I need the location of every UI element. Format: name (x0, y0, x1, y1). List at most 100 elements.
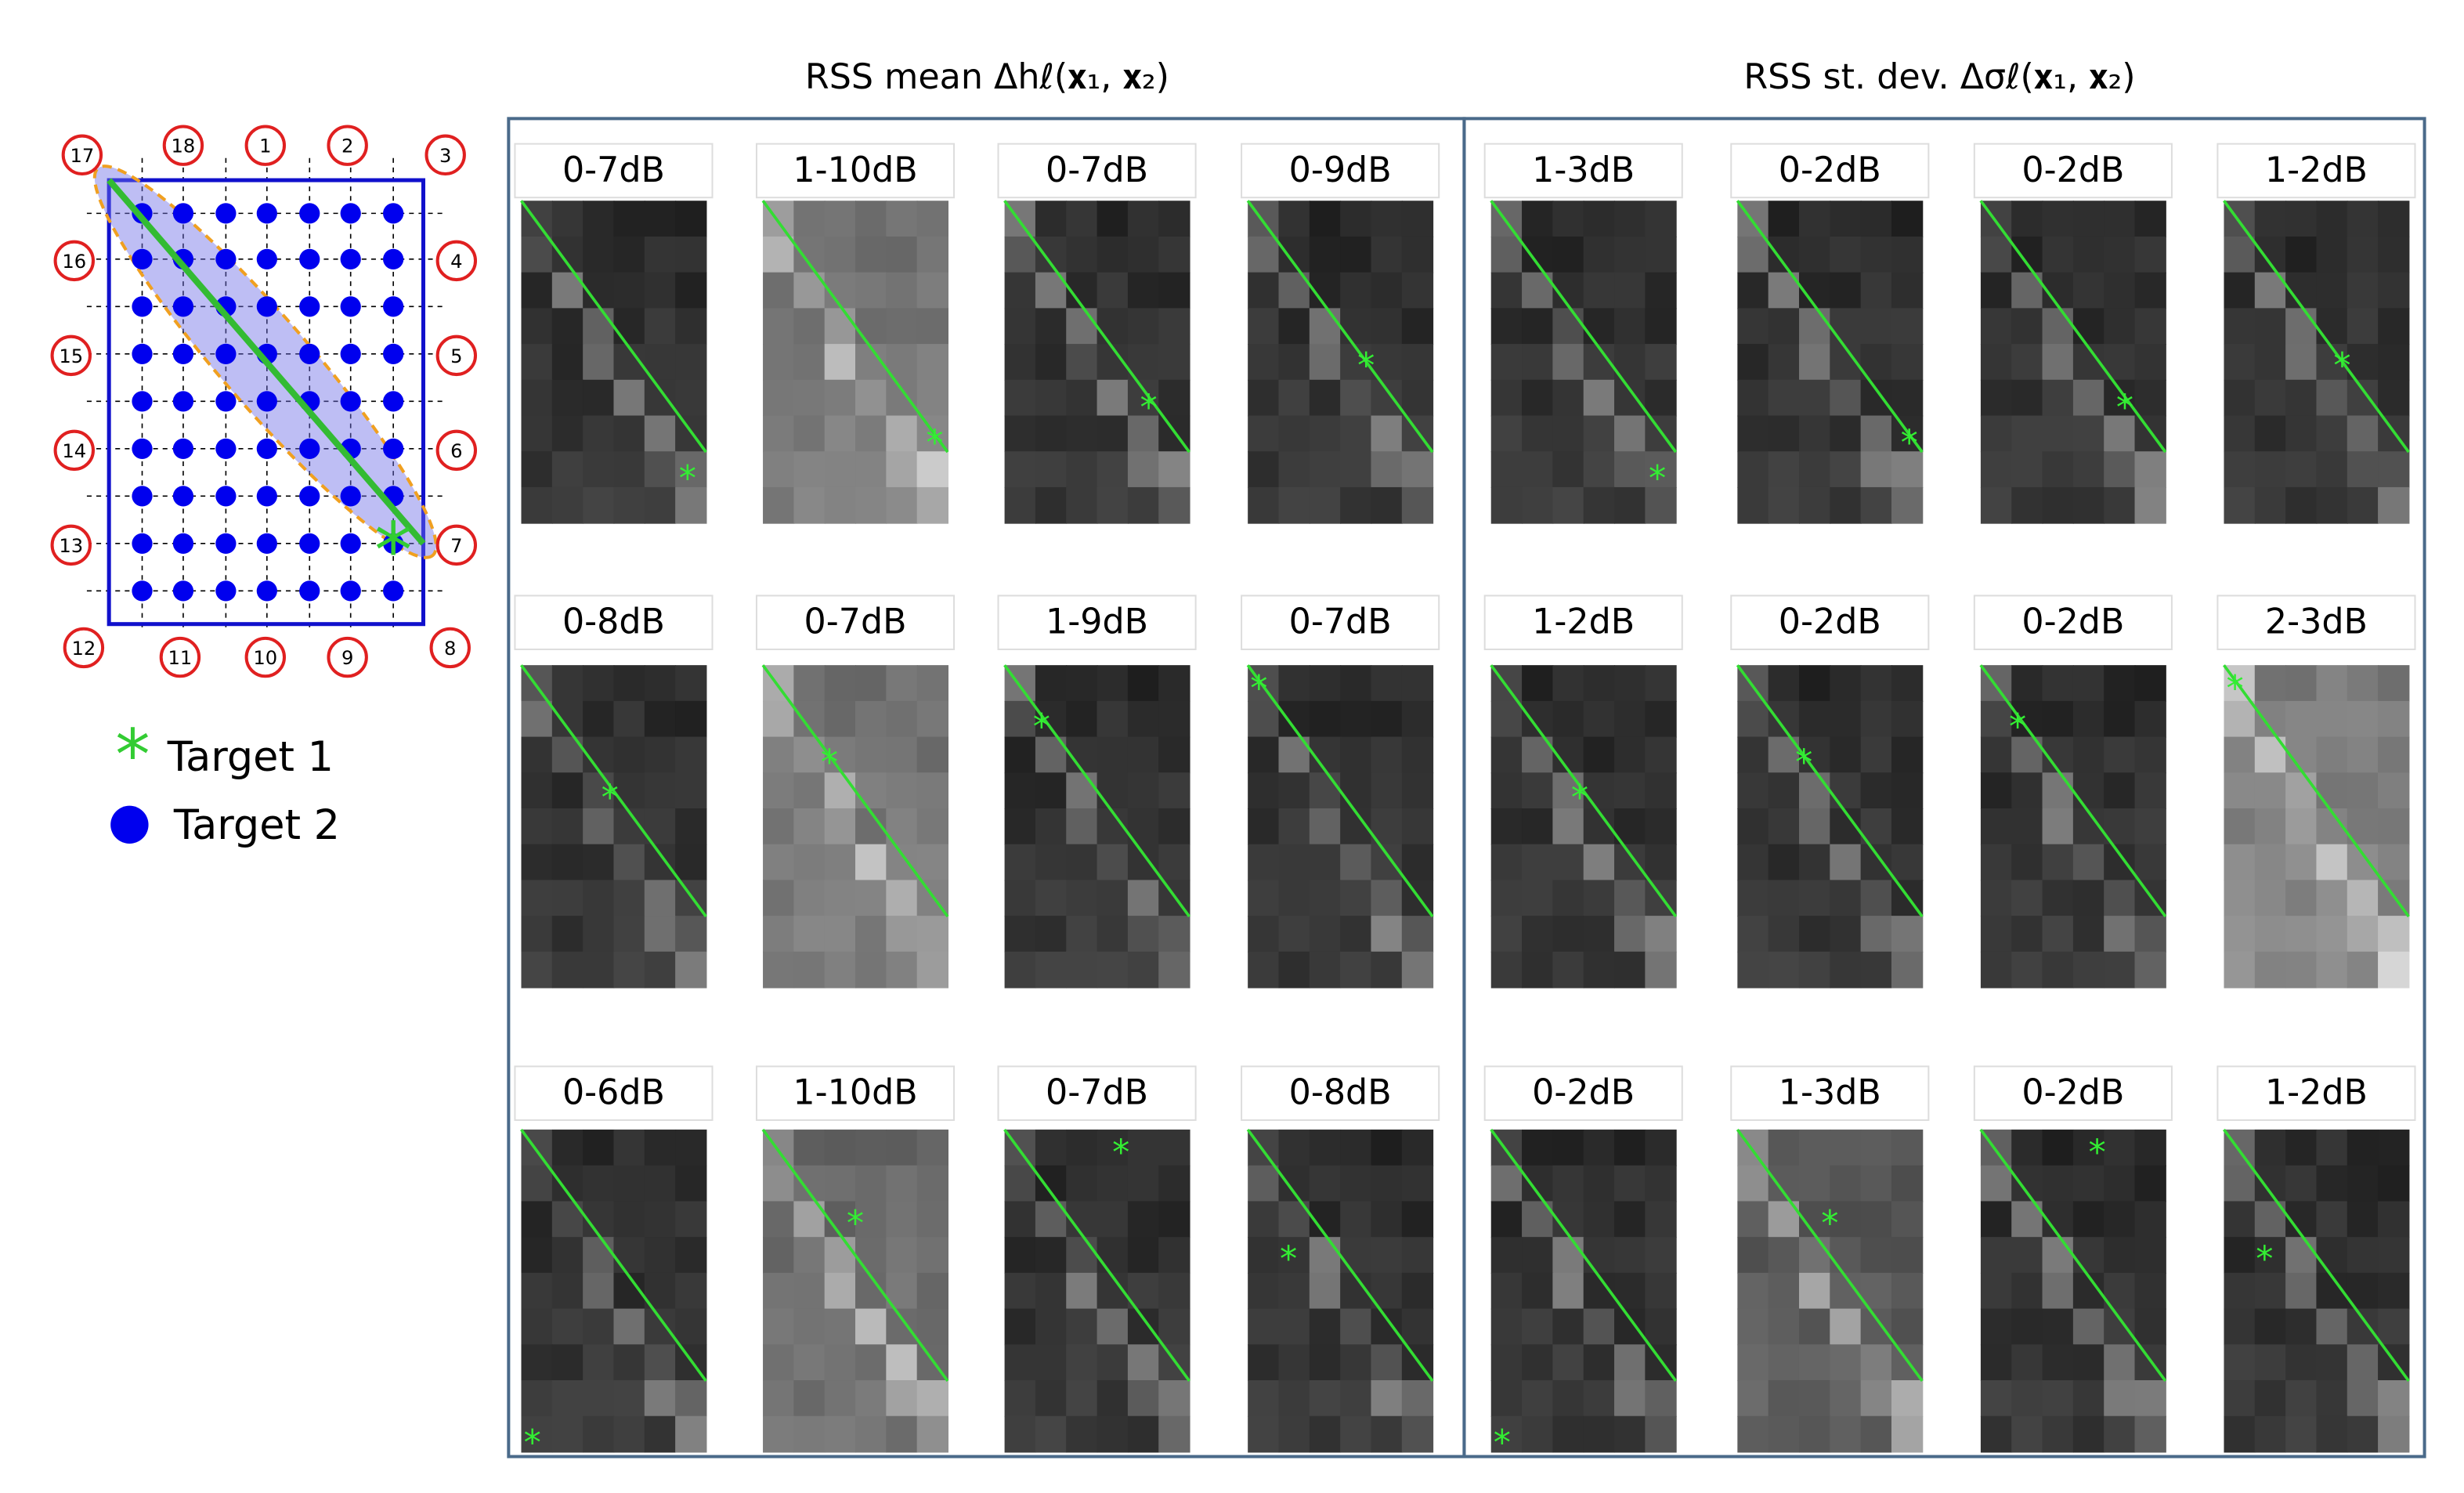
target-2-dot (340, 296, 361, 317)
target-2-dot (172, 296, 194, 317)
heatmap-cell (916, 700, 949, 738)
heatmap-cell (2134, 916, 2166, 953)
heatmap-cell (1401, 951, 1434, 989)
heatmap-cell (1401, 916, 1434, 953)
heatmap-cell (1522, 1165, 1554, 1202)
heatmap-cell (1830, 1201, 1862, 1238)
heatmap-cell (886, 880, 918, 917)
heatmap-cell (613, 451, 645, 488)
heatmap-cell (551, 1308, 584, 1346)
heatmap-cell (2011, 1415, 2043, 1453)
heatmap-cell (2347, 844, 2379, 881)
heatmap-cell (793, 1308, 826, 1346)
heatmap-cell (2072, 451, 2105, 488)
heatmap-cell (1371, 665, 1403, 702)
heatmap-cell (916, 1380, 949, 1417)
heatmap-cell (1066, 951, 1098, 989)
heatmap-cell (1980, 808, 2013, 845)
heatmap-cell (675, 236, 707, 273)
heatmap-cell (2285, 308, 2318, 345)
heatmap-cell (1645, 736, 1677, 774)
heatmap-cell (793, 772, 826, 809)
node (63, 627, 105, 669)
heatmap-cell (1371, 844, 1403, 881)
heatmap-cell (613, 1130, 645, 1166)
target-2-dot (172, 438, 194, 459)
heatmap-cell (1737, 1272, 1769, 1310)
heatmap-cell (1158, 308, 1190, 345)
heatmap-cell (2285, 486, 2318, 524)
heatmap-cell (2134, 1380, 2166, 1417)
heatmap-cell (916, 772, 949, 809)
heatmap-cell (675, 344, 707, 381)
heatmap-cell (2042, 700, 2074, 738)
heatmap-cell (1980, 236, 2013, 273)
heatmap-cell (1097, 1344, 1129, 1382)
heatmap-cell (2316, 916, 2348, 953)
heatmap-cell (1737, 1201, 1769, 1238)
heatmap-cell (1340, 1380, 1372, 1417)
heatmap-cell (1340, 772, 1372, 809)
target-2-dot (215, 533, 237, 554)
heatmap-cell (1614, 880, 1646, 917)
heatmap-cell (1980, 772, 2013, 809)
heatmap-cell (1127, 916, 1160, 953)
heatmap-cell (2072, 844, 2105, 881)
diagonal (761, 1128, 949, 1383)
heatmap-cell (1158, 272, 1190, 309)
heatmap-cell (824, 379, 857, 417)
heatmap-cell (1278, 1272, 1310, 1310)
heatmap-cell (793, 1237, 826, 1274)
heatmap-cell (613, 379, 645, 417)
heatmap-cell (1860, 451, 1892, 488)
heatmap-cell (1035, 308, 1068, 345)
heatmap-cell (2104, 415, 2136, 453)
heatmap-cell (2072, 916, 2105, 953)
heatmap-cell (1583, 665, 1616, 702)
heatmap-cell (793, 1415, 826, 1453)
heatmap-cell (1737, 1165, 1769, 1202)
heatmap-cell (763, 844, 795, 881)
heatmap-cell (1004, 1201, 1036, 1238)
heatmap-cell (2378, 951, 2410, 989)
node-label: 14 (62, 440, 86, 462)
label-box (1730, 1065, 1930, 1121)
heatmap-cell (2011, 1272, 2043, 1310)
heatmap-cell (1645, 451, 1677, 488)
heatmap-cell (1127, 736, 1160, 774)
heatmap-cell (675, 1272, 707, 1310)
heatmap-cell (2224, 1308, 2256, 1346)
heatmap-cell (1401, 236, 1434, 273)
heatmap-cell (583, 236, 615, 273)
heatmap-cell (2011, 951, 2043, 989)
panel-label: 0-7dB (804, 602, 907, 642)
heatmap-cell (2104, 486, 2136, 524)
heatmap-cell (613, 736, 645, 774)
heatmap-cell (2347, 951, 2379, 989)
heatmap-cell (1522, 344, 1554, 381)
target-2-dot (172, 580, 194, 602)
heatmap-cell (2011, 415, 2043, 453)
heatmap-cell (793, 916, 826, 953)
heatmap-cell (1278, 880, 1310, 917)
heatmap-cell (1340, 880, 1372, 917)
heatmap-cell (2134, 951, 2166, 989)
heatmap-cell (2316, 1201, 2348, 1238)
heatmap-cell (2134, 1237, 2166, 1274)
heatmap-cell (1371, 415, 1403, 453)
heatmap-cell (1614, 1380, 1646, 1417)
heatmap-cell (2285, 844, 2318, 881)
panel-label: 1-2dB (1532, 602, 1635, 642)
heatmap-cell (2285, 808, 2318, 845)
heatmap-cell (1645, 808, 1677, 845)
heatmap-cell (2378, 201, 2410, 237)
heatmap-cell (583, 1344, 615, 1382)
heatmap-cell (644, 451, 677, 488)
heatmap-cell (1340, 1415, 1372, 1453)
heatmap-cell (1127, 1165, 1160, 1202)
heatmap-cell (1583, 844, 1616, 881)
label-box (2217, 595, 2416, 650)
heatmap-cell (1278, 344, 1310, 381)
heatmap-cell (1522, 451, 1554, 488)
heatmap-cell (824, 1415, 857, 1453)
